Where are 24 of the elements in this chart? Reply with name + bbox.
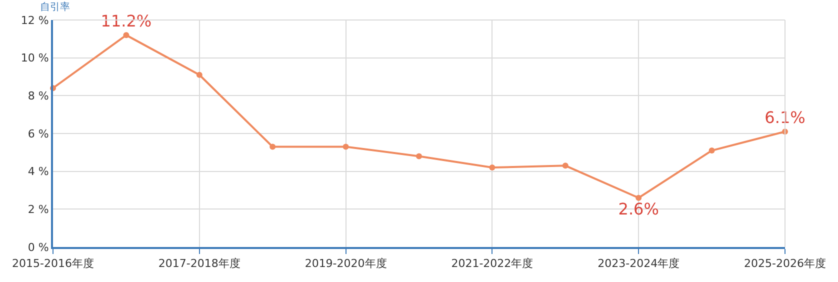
point [562, 162, 568, 169]
y-axis-title: 自引率 [40, 1, 70, 13]
point [489, 164, 496, 171]
point [123, 32, 130, 38]
point [342, 144, 349, 150]
x-tick-label: 2023-2024年度 [598, 257, 680, 270]
y-tick-label: 6 % [28, 127, 49, 140]
x-tick-label: 2021-2022年度 [451, 257, 534, 270]
y-tick-label: 4 % [28, 165, 49, 178]
y-tick-label: 12 % [20, 14, 49, 27]
point [708, 148, 715, 154]
x-tick-label: 2025-2026年度 [744, 257, 826, 270]
x-tick-label: 2019-2020年度 [304, 257, 387, 270]
x-tick-label: 2017-2018年度 [158, 257, 240, 270]
y-tick-label: 0 % [28, 240, 49, 254]
data-label: 2.6% [618, 200, 659, 219]
point [270, 144, 276, 150]
point [416, 153, 422, 160]
y-tick-label: 8 % [28, 90, 49, 103]
point [636, 194, 642, 201]
y-tick-label: 10 % [20, 52, 49, 65]
x-tick-label: 2015-2016年度 [12, 257, 94, 270]
point [196, 72, 202, 78]
y-tick-label: 2 % [28, 203, 49, 216]
